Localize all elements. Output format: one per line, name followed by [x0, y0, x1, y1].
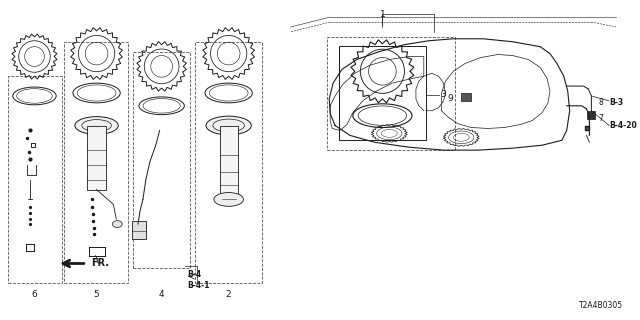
Text: FR.: FR.	[91, 259, 109, 268]
Text: 2: 2	[226, 290, 232, 299]
Ellipse shape	[214, 193, 243, 206]
Text: 5: 5	[93, 290, 99, 299]
Bar	[220, 125, 237, 195]
Bar	[87, 125, 106, 189]
Bar	[461, 93, 471, 101]
Text: T2A4B0305: T2A4B0305	[579, 301, 623, 310]
Text: 4: 4	[159, 290, 164, 299]
Bar	[327, 37, 455, 150]
Text: 1: 1	[380, 10, 385, 19]
Text: B-4-20: B-4-20	[609, 121, 637, 130]
Bar	[588, 111, 595, 119]
Text: B-3: B-3	[609, 98, 623, 107]
Ellipse shape	[75, 116, 118, 134]
Text: 9: 9	[447, 94, 453, 103]
Text: B-4: B-4	[188, 270, 202, 279]
Bar	[8, 76, 62, 283]
Ellipse shape	[113, 220, 122, 228]
Ellipse shape	[206, 116, 252, 135]
Text: 8: 8	[598, 98, 603, 107]
Text: B-4-1: B-4-1	[188, 281, 210, 290]
Text: 7: 7	[598, 114, 603, 123]
Bar	[64, 42, 128, 283]
Text: 6: 6	[31, 290, 37, 299]
Text: 3: 3	[440, 91, 446, 100]
Bar	[132, 221, 146, 239]
Bar	[339, 46, 426, 140]
Bar	[195, 42, 262, 283]
Bar	[133, 52, 190, 268]
